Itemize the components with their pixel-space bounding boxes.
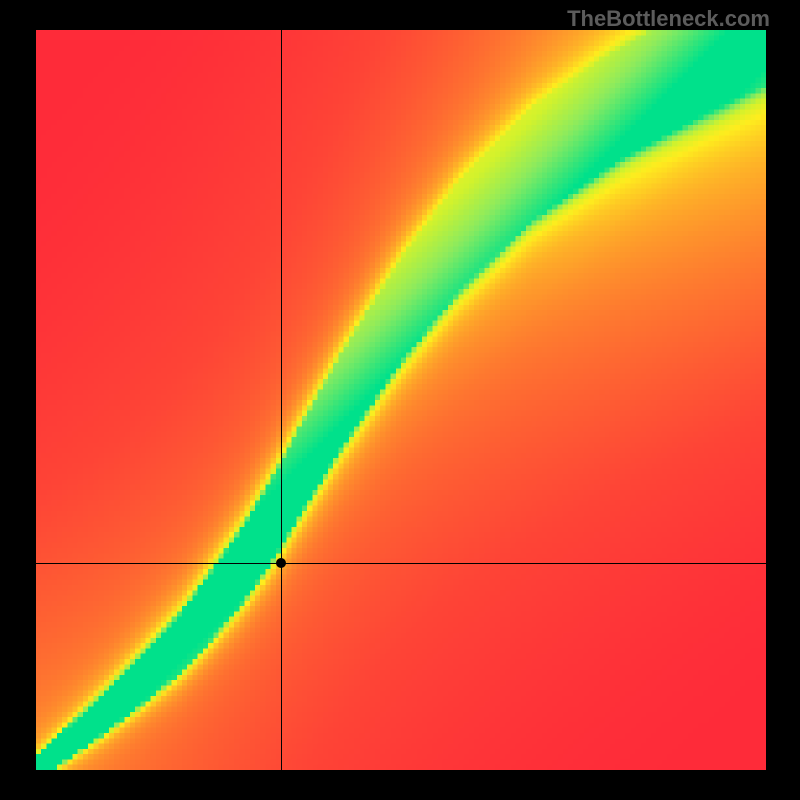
crosshair-horizontal [36, 563, 766, 564]
bottleneck-heatmap [36, 30, 766, 770]
current-config-marker [276, 558, 286, 568]
watermark-text: TheBottleneck.com [567, 6, 770, 32]
crosshair-vertical [281, 30, 282, 770]
